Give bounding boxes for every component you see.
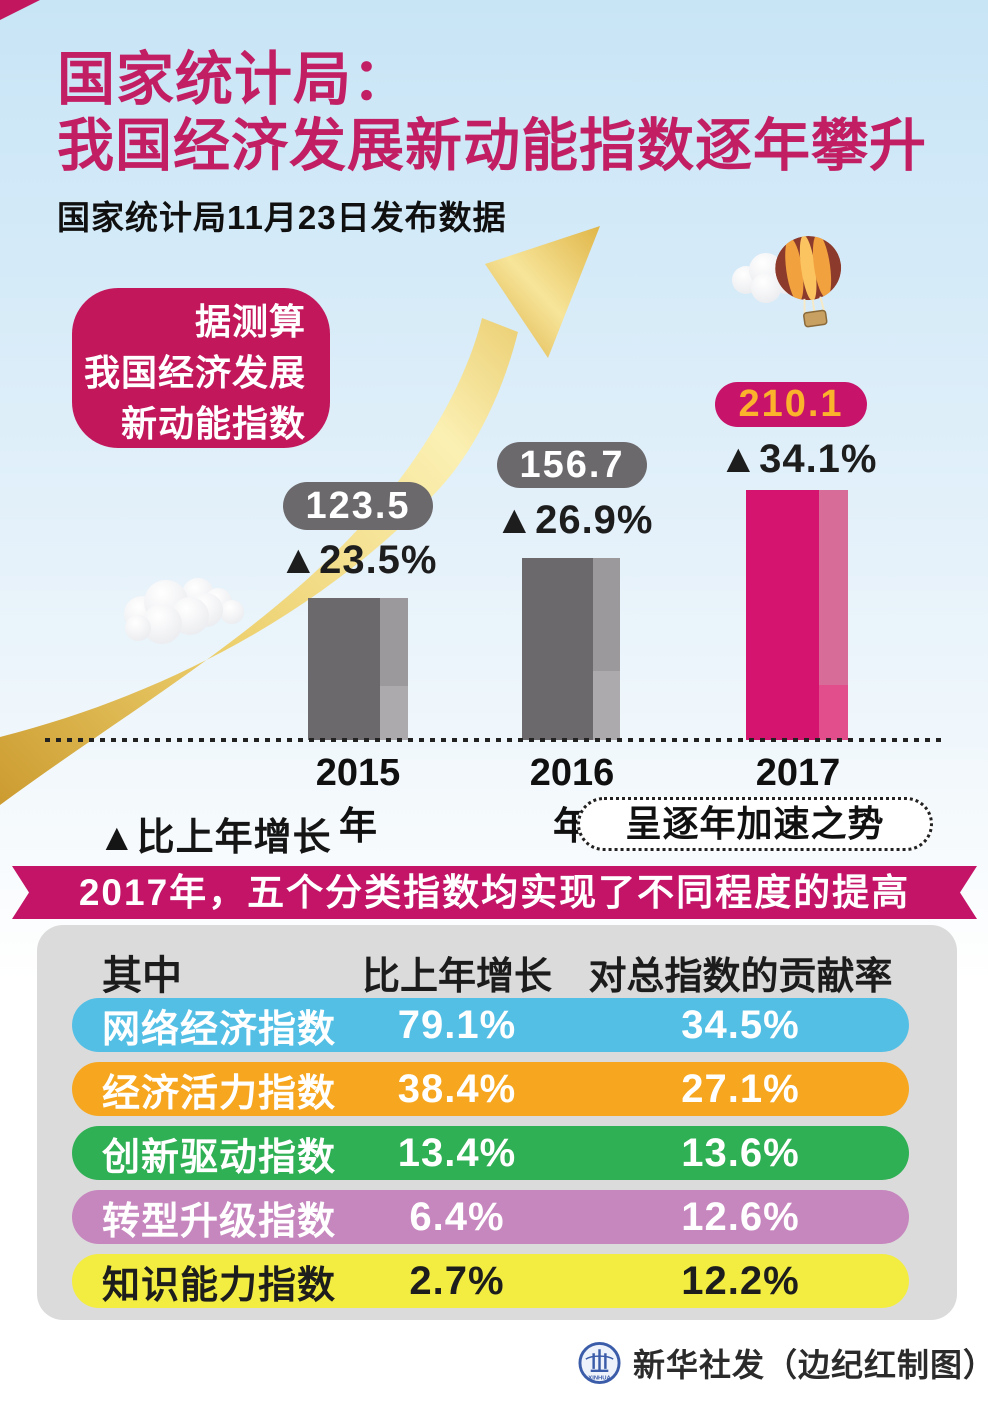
table-row: 知识能力指数 2.7% 12.2% bbox=[72, 1254, 909, 1308]
footer: XINHUA 新华社发（边纪红制图） bbox=[578, 1340, 988, 1386]
xinhua-logo-icon: XINHUA bbox=[578, 1341, 621, 1385]
bar-2015 bbox=[308, 598, 408, 740]
bubble-line2: 我国经济发展 bbox=[83, 352, 306, 393]
row-label: 知识能力指数 bbox=[102, 1265, 337, 1307]
bubble-line1: 据测算 bbox=[194, 301, 306, 342]
row-contribution: 27.1% bbox=[681, 1067, 800, 1111]
table-row: 创新驱动指数 13.4% 13.6% bbox=[72, 1126, 909, 1180]
value-pill-2015: 123.5 bbox=[283, 482, 433, 530]
corner-ribbon bbox=[0, 0, 40, 20]
x-label-2015: 2015年 bbox=[315, 752, 401, 848]
table-header-col1: 其中 bbox=[102, 954, 182, 998]
row-label: 经济活力指数 bbox=[102, 1073, 337, 1115]
row-growth: 38.4% bbox=[397, 1067, 517, 1111]
table-header: 其中 比上年增长 对总指数的贡献率 bbox=[72, 943, 909, 998]
table-row: 转型升级指数 6.4% 12.6% bbox=[72, 1190, 909, 1244]
value-pill-2016: 156.7 bbox=[497, 442, 647, 488]
growth-label-2015: ▲23.5% bbox=[278, 538, 438, 582]
row-label: 网络经济指数 bbox=[102, 1009, 337, 1051]
value-pill-2017: 210.1 bbox=[715, 382, 867, 427]
row-label: 创新驱动指数 bbox=[102, 1137, 337, 1179]
table-header-col3: 对总指数的贡献率 bbox=[588, 955, 893, 998]
page-subtitle: 国家统计局11月23日发布数据 bbox=[57, 199, 507, 236]
bar-2017 bbox=[746, 490, 848, 740]
table-header-col2: 比上年增长 bbox=[361, 955, 552, 998]
row-growth: 13.4% bbox=[397, 1131, 517, 1175]
page-title-line2: 我国经济发展新动能指数逐年攀升 bbox=[57, 114, 927, 178]
row-contribution: 34.5% bbox=[681, 1003, 800, 1047]
bar-2016 bbox=[522, 558, 620, 740]
row-growth: 2.7% bbox=[409, 1259, 505, 1303]
row-contribution: 12.6% bbox=[681, 1195, 800, 1239]
trend-note-pill: 呈逐年加速之势 bbox=[577, 797, 933, 851]
row-contribution: 12.2% bbox=[681, 1259, 800, 1303]
table-row: 经济活力指数 38.4% 27.1% bbox=[72, 1062, 909, 1116]
row-growth: 6.4% bbox=[409, 1195, 505, 1239]
bubble-line3: 新动能指数 bbox=[120, 403, 306, 444]
cloud-icon bbox=[124, 578, 244, 644]
row-growth: 79.1% bbox=[397, 1003, 517, 1047]
section-banner: 2017年，五个分类指数均实现了不同程度的提高 bbox=[12, 866, 977, 919]
hot-air-balloon-icon bbox=[775, 234, 842, 328]
table-row: 网络经济指数 79.1% 34.5% bbox=[72, 998, 909, 1052]
footer-credit: 新华社发（边纪红制图） bbox=[633, 1347, 988, 1383]
callout-bubble: 据测算 我国经济发展 新动能指数 bbox=[72, 288, 330, 448]
legend-note: ▲比上年增长 bbox=[98, 817, 332, 859]
growth-arrow-icon bbox=[0, 226, 600, 806]
page-title-line1: 国家统计局： bbox=[57, 47, 412, 112]
growth-label-2017: ▲34.1% bbox=[718, 437, 878, 481]
xinhua-logo-text: XINHUA bbox=[588, 1376, 611, 1382]
axis-baseline bbox=[45, 738, 945, 742]
row-label: 转型升级指数 bbox=[102, 1201, 337, 1243]
row-contribution: 13.6% bbox=[681, 1131, 800, 1175]
growth-label-2016: ▲26.9% bbox=[494, 498, 654, 542]
index-table-panel: 其中 比上年增长 对总指数的贡献率 网络经济指数 79.1% 34.5% 经济活… bbox=[37, 925, 957, 1320]
